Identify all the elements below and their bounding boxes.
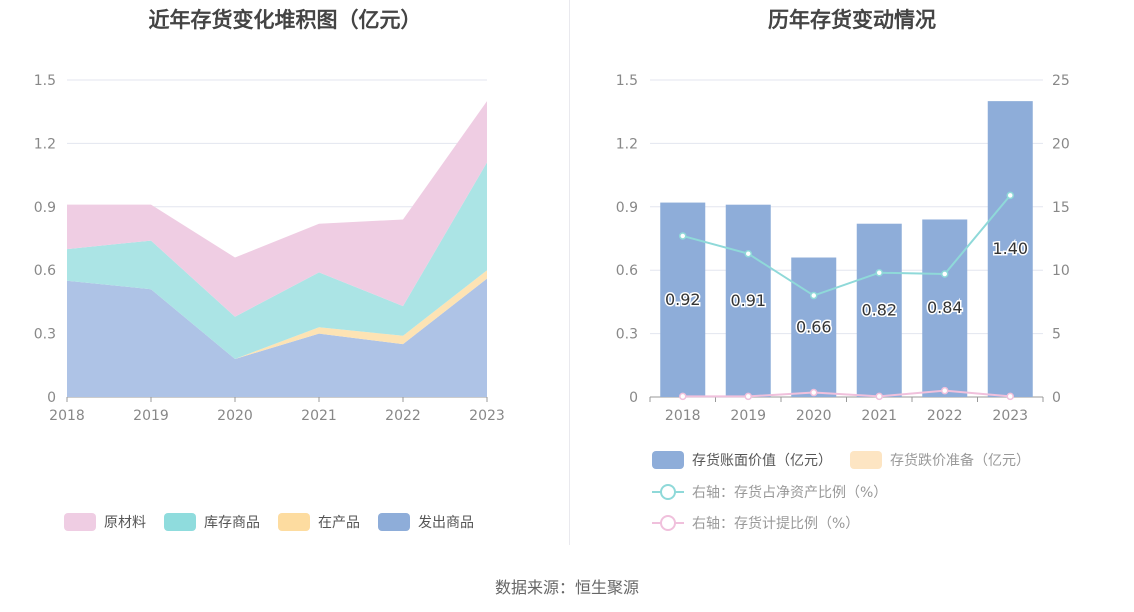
y-tick-label: 0.6: [616, 263, 638, 279]
point-provision-ratio: [1006, 392, 1014, 401]
inventory-change-chart-panel: 历年存货变动情况 0 0.3 0.6 0.9 1.2 1.5 0 5 10 15 20 25 2018 2…: [570, 0, 1134, 545]
legend-item-raw-material[interactable]: 原材料: [64, 512, 146, 532]
point-provision-ratio: [875, 392, 883, 401]
point-net-asset-ratio: [875, 268, 883, 277]
right-legend-row1: 存货账面价值（亿元） 存货跌价准备（亿元）: [652, 450, 1048, 470]
legend-item-shipped[interactable]: 发出商品: [378, 512, 474, 532]
x-tick-label: 2022: [927, 408, 963, 424]
area-raw-material: [67, 101, 487, 317]
y2-tick-label: 0: [1052, 390, 1061, 406]
point-provision-ratio: [679, 392, 687, 401]
area-finished-goods: [67, 162, 487, 359]
y2-tick-label: 20: [1052, 136, 1070, 152]
legend-item-wip[interactable]: 在产品: [278, 512, 360, 532]
point-provision-ratio: [941, 386, 949, 395]
bar-data-label: 0.92: [665, 290, 701, 309]
x-tick-label: 2018: [49, 408, 85, 424]
legend-label-book-value: 存货账面价值（亿元）: [692, 453, 832, 469]
y-tick-label: 0.6: [34, 263, 56, 279]
right-chart-title: 历年存货变动情况: [768, 8, 936, 32]
x-tick-label: 2019: [133, 408, 169, 424]
y-tick-label: 0: [47, 390, 56, 406]
legend-label-finished-goods: 库存商品: [204, 515, 260, 531]
legend-item-finished-goods[interactable]: 库存商品: [164, 512, 260, 532]
bar-data-label: 0.84: [927, 298, 963, 317]
point-net-asset-ratio: [679, 232, 687, 240]
point-net-asset-ratio: [941, 270, 949, 278]
panel-divider: [569, 0, 570, 545]
bar-book-value: [987, 101, 1033, 397]
y-tick-label: 0.9: [34, 200, 56, 216]
point-provision-ratio: [744, 392, 752, 401]
y-tick-label: 1.2: [616, 136, 638, 152]
bar-book-value: [725, 204, 771, 397]
bar-data-label: 0.91: [730, 291, 766, 310]
y-tick-label: 1.5: [34, 73, 56, 89]
y-tick-label: 1.5: [616, 73, 638, 89]
point-net-asset-ratio: [744, 249, 752, 258]
legend-swatch-provision-ratio: [652, 514, 684, 532]
legend-item-net-asset-ratio[interactable]: 右轴：存货占净资产比例（%）: [652, 482, 887, 502]
stacked-area-chart-panel: 近年存货变化堆积图（亿元） 0 0.3 0.6 0.9 1.2 1.5 2018 2019 20…: [0, 0, 570, 545]
legend-label-wip: 在产品: [318, 515, 360, 531]
legend-swatch-net-asset-ratio: [652, 483, 684, 501]
y2-tick-label: 5: [1052, 327, 1061, 343]
bar-book-value: [791, 257, 837, 397]
point-net-asset-ratio: [810, 291, 818, 300]
y-tick-label: 1.2: [34, 136, 56, 152]
x-tick-label: 2020: [796, 408, 832, 424]
point-net-asset-ratio: [1006, 191, 1014, 200]
legend-swatch-shipped: [378, 513, 410, 531]
y-tick-label: 0: [629, 390, 638, 406]
legend-label-reserve: 存货跌价准备（亿元）: [890, 453, 1030, 469]
line-provision-ratio: [682, 389, 1011, 398]
bar-book-value: [922, 219, 968, 397]
area-wip: [67, 270, 487, 359]
legend-item-reserve[interactable]: 存货跌价准备（亿元）: [850, 450, 1030, 470]
legend-label-provision-ratio: 右轴：存货计提比例（%）: [692, 516, 860, 532]
bar-data-label: 0.82: [861, 300, 897, 319]
y2-tick-label: 25: [1052, 73, 1070, 89]
x-tick-label: 2021: [861, 408, 897, 424]
legend-swatch-reserve: [850, 451, 882, 469]
bar-book-value: [856, 223, 902, 397]
x-tick-label: 2019: [730, 408, 766, 424]
y2-tick-label: 15: [1052, 200, 1070, 216]
right-legend-row3: 右轴：存货计提比例（%）: [652, 513, 877, 533]
left-chart-title: 近年存货变化堆积图（亿元）: [148, 8, 422, 32]
x-tick-label: 2018: [665, 408, 701, 424]
legend-label-shipped: 发出商品: [418, 515, 474, 531]
legend-item-provision-ratio[interactable]: 右轴：存货计提比例（%）: [652, 513, 859, 533]
legend-swatch-wip: [278, 513, 310, 531]
stacked-area-chart: 0 0.3 0.6 0.9 1.2 1.5 2018 2019 2020 2021 2022 2023: [34, 73, 505, 424]
y-tick-label: 0.3: [616, 327, 638, 343]
legend-label-raw-material: 原材料: [104, 515, 146, 531]
bar-data-label: 1.40: [992, 239, 1028, 258]
y-tick-label: 0.9: [616, 200, 638, 216]
y-tick-label: 0.3: [34, 327, 56, 343]
y2-tick-label: 10: [1052, 263, 1070, 279]
inventory-bar-line-chart: 0 0.3 0.6 0.9 1.2 1.5 0 5 10 15 20 25 2018 2019 2020 20…: [616, 73, 1070, 424]
area-shipped: [67, 278, 487, 397]
bar-data-label: 0.66: [796, 317, 832, 336]
legend-item-book-value[interactable]: 存货账面价值（亿元）: [652, 450, 832, 470]
x-tick-label: 2020: [217, 408, 253, 424]
left-legend: 原材料 库存商品 在产品 发出商品: [64, 512, 492, 532]
legend-label-net-asset-ratio: 右轴：存货占净资产比例（%）: [692, 485, 888, 501]
x-tick-label: 2022: [385, 408, 421, 424]
line-net-asset-ratio: [682, 194, 1012, 297]
legend-swatch-book-value: [652, 451, 684, 469]
x-tick-label: 2021: [301, 408, 337, 424]
data-source-note: 数据来源：恒生聚源: [494, 578, 639, 597]
right-legend-row2: 右轴：存货占净资产比例（%）: [652, 482, 905, 502]
point-provision-ratio: [810, 388, 818, 397]
x-tick-label: 2023: [469, 408, 505, 424]
legend-swatch-raw-material: [64, 513, 96, 531]
x-tick-label: 2023: [992, 408, 1028, 424]
legend-swatch-finished-goods: [164, 513, 196, 531]
